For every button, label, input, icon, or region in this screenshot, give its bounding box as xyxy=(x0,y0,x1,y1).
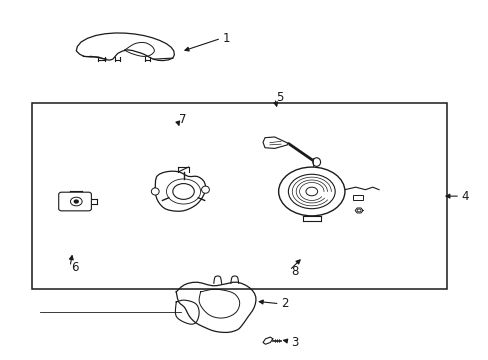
Circle shape xyxy=(305,187,317,196)
Text: 7: 7 xyxy=(178,113,186,126)
Circle shape xyxy=(70,197,82,206)
Text: 4: 4 xyxy=(461,190,468,203)
FancyBboxPatch shape xyxy=(59,192,91,211)
Polygon shape xyxy=(263,137,288,148)
Bar xyxy=(352,195,362,201)
Text: 1: 1 xyxy=(222,32,229,45)
Text: 3: 3 xyxy=(290,336,298,348)
Circle shape xyxy=(172,184,194,199)
Polygon shape xyxy=(155,171,205,211)
Ellipse shape xyxy=(312,158,320,166)
Circle shape xyxy=(278,167,344,216)
Text: 6: 6 xyxy=(71,261,79,274)
Circle shape xyxy=(74,200,78,203)
Text: 2: 2 xyxy=(281,297,288,310)
Ellipse shape xyxy=(201,186,209,193)
Bar xyxy=(32,103,446,289)
Ellipse shape xyxy=(151,188,159,195)
Text: 5: 5 xyxy=(276,91,283,104)
Circle shape xyxy=(288,174,334,209)
Text: 8: 8 xyxy=(290,265,298,278)
